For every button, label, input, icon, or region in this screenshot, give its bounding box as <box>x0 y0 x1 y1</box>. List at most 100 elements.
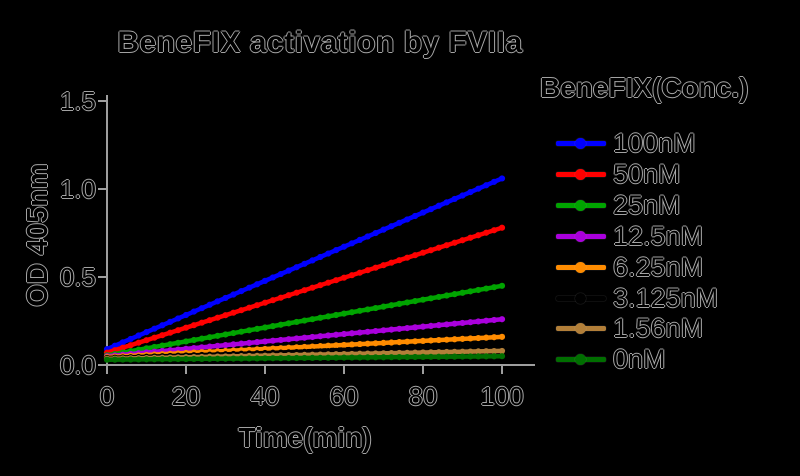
series-marker-6.25nM <box>443 336 450 343</box>
series-marker-3.125nM <box>451 344 458 351</box>
series-marker-100nM <box>404 216 411 223</box>
series-marker-100nM <box>269 274 276 281</box>
series-marker-0nM <box>325 354 332 361</box>
series-marker-100nM <box>451 195 458 203</box>
series-marker-100nM <box>309 257 316 264</box>
series-marker-50nM <box>404 254 411 261</box>
series-marker-3.125nM <box>483 343 490 350</box>
series-marker-12.5nM <box>325 332 332 339</box>
series-marker-6.25nM <box>467 335 474 342</box>
series-marker-25nM <box>451 291 458 298</box>
series-marker-12.5nM <box>333 331 340 338</box>
series-marker-50nM <box>261 299 269 306</box>
series-marker-50nM <box>467 234 474 241</box>
legend-marker-dot <box>575 230 586 242</box>
series-marker-100nM <box>230 291 237 298</box>
series-marker-25nM <box>301 317 308 324</box>
series-marker-12.5nM <box>483 317 490 324</box>
series-marker-50nM <box>325 279 332 286</box>
legend-marker-dot <box>575 292 586 304</box>
legend-item-12.5nM: 12.5nM <box>556 221 791 252</box>
series-marker-100nM <box>419 209 427 216</box>
series-marker-12.5nM <box>491 316 498 324</box>
series-marker-50nM <box>396 257 403 264</box>
series-marker-25nM <box>182 338 190 345</box>
series-marker-100nM <box>277 270 284 278</box>
series-marker-50nM <box>435 244 442 251</box>
series-marker-100nM <box>475 185 482 192</box>
series-marker-0nM <box>135 356 142 363</box>
series-marker-50nM <box>254 302 261 309</box>
series-marker-25nM <box>380 303 387 310</box>
series-marker-100nM <box>151 325 158 332</box>
series-marker-6.25nM <box>317 343 324 350</box>
series-marker-6.25nM <box>498 333 506 340</box>
series-marker-1.56nM <box>443 348 450 356</box>
series-marker-100nM <box>182 311 190 319</box>
series-marker-3.125nM <box>498 342 506 349</box>
series-marker-12.5nM <box>317 333 324 340</box>
series-marker-25nM <box>214 332 221 339</box>
series-marker-0nM <box>127 356 134 363</box>
series-marker-25nM <box>261 324 269 331</box>
series-marker-50nM <box>277 294 284 301</box>
legend-item-1.56nM: 1.56nM <box>556 313 791 344</box>
series-marker-100nM <box>143 328 150 336</box>
legend-item-label: 3.125nM <box>613 282 719 313</box>
series-marker-100nM <box>325 250 332 257</box>
legend-item-label: 6.25nM <box>613 251 704 282</box>
series-marker-100nM <box>214 298 221 305</box>
series-marker-0nM <box>459 353 466 360</box>
series-marker-25nM <box>459 289 466 296</box>
series-marker-0nM <box>246 355 253 362</box>
series-marker-25nM <box>293 318 300 326</box>
series-marker-100nM <box>206 301 213 308</box>
series-marker-50nM <box>182 324 190 331</box>
series-marker-25nM <box>435 293 442 301</box>
series-marker-100nM <box>135 332 142 339</box>
legend-item-label: 50nM <box>613 158 681 189</box>
series-marker-12.5nM <box>498 316 506 323</box>
series-marker-0nM <box>364 354 371 361</box>
series-marker-1.56nM <box>459 348 466 355</box>
series-marker-100nM <box>175 315 182 322</box>
series-marker-6.25nM <box>364 340 371 347</box>
series-marker-50nM <box>317 282 324 289</box>
series-marker-12.5nM <box>435 322 442 329</box>
series-marker-3.125nM <box>443 344 450 351</box>
series-marker-12.5nM <box>214 342 221 349</box>
series-marker-100nM <box>238 288 245 295</box>
series-marker-6.25nM <box>491 334 498 341</box>
series-marker-50nM <box>419 249 427 256</box>
series-marker-100nM <box>159 322 166 329</box>
series-marker-25nM <box>317 314 324 321</box>
series-marker-25nM <box>340 310 348 317</box>
series-marker-6.25nM <box>356 341 363 348</box>
series-marker-0nM <box>103 356 111 363</box>
series-marker-100nM <box>340 243 348 250</box>
series-marker-0nM <box>261 355 269 362</box>
series-marker-50nM <box>246 304 253 311</box>
series-marker-100nM <box>412 212 419 220</box>
series-marker-25nM <box>309 316 316 323</box>
series-marker-12.5nM <box>198 344 205 351</box>
legend-item-6.25nM: 6.25nM <box>556 252 791 283</box>
series-marker-6.25nM <box>475 334 482 342</box>
series-marker-6.25nM <box>404 338 411 345</box>
series-marker-0nM <box>159 356 166 363</box>
series-marker-50nM <box>380 262 387 269</box>
series-marker-50nM <box>175 327 182 334</box>
x-axis-label: Time(min) <box>238 422 372 453</box>
series-marker-50nM <box>301 287 308 294</box>
series-marker-12.5nM <box>404 325 411 332</box>
series-marker-0nM <box>427 353 434 360</box>
x-tick-label: 100 <box>480 381 524 411</box>
series-marker-100nM <box>483 182 490 189</box>
series-marker-12.5nM <box>254 339 261 346</box>
series-marker-100nM <box>467 188 474 196</box>
series-marker-0nM <box>412 353 419 361</box>
legend-item-25nM: 25nM <box>556 190 791 221</box>
series-marker-12.5nM <box>277 336 284 344</box>
series-marker-50nM <box>222 312 229 319</box>
